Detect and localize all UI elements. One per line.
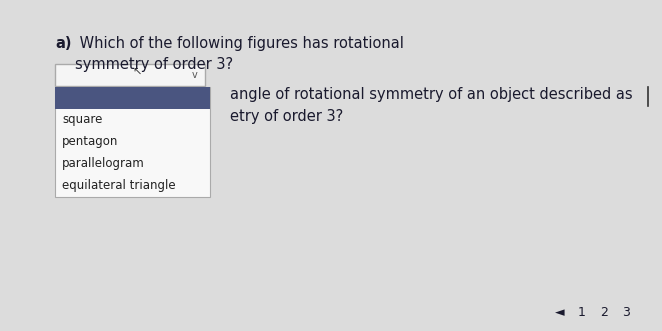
Text: pentagon: pentagon: [62, 135, 118, 149]
Text: 3: 3: [622, 306, 630, 319]
Text: angle of rotational symmetry of an object described as: angle of rotational symmetry of an objec…: [230, 87, 633, 103]
Text: equilateral triangle: equilateral triangle: [62, 179, 175, 193]
Text: square: square: [62, 114, 103, 126]
Text: Which of the following figures has rotational
symmetry of order 3?: Which of the following figures has rotat…: [75, 36, 404, 72]
Text: ◄: ◄: [555, 306, 565, 319]
Text: etry of order 3?: etry of order 3?: [230, 110, 344, 124]
Text: ↖: ↖: [133, 68, 142, 78]
Bar: [55, 64, 205, 86]
Text: parallelogram: parallelogram: [62, 158, 145, 170]
Bar: [55, 87, 210, 109]
Text: v: v: [192, 70, 198, 80]
Text: a): a): [55, 36, 71, 51]
Text: 2: 2: [600, 306, 608, 319]
Text: 1: 1: [578, 306, 586, 319]
Bar: [55, 87, 210, 197]
